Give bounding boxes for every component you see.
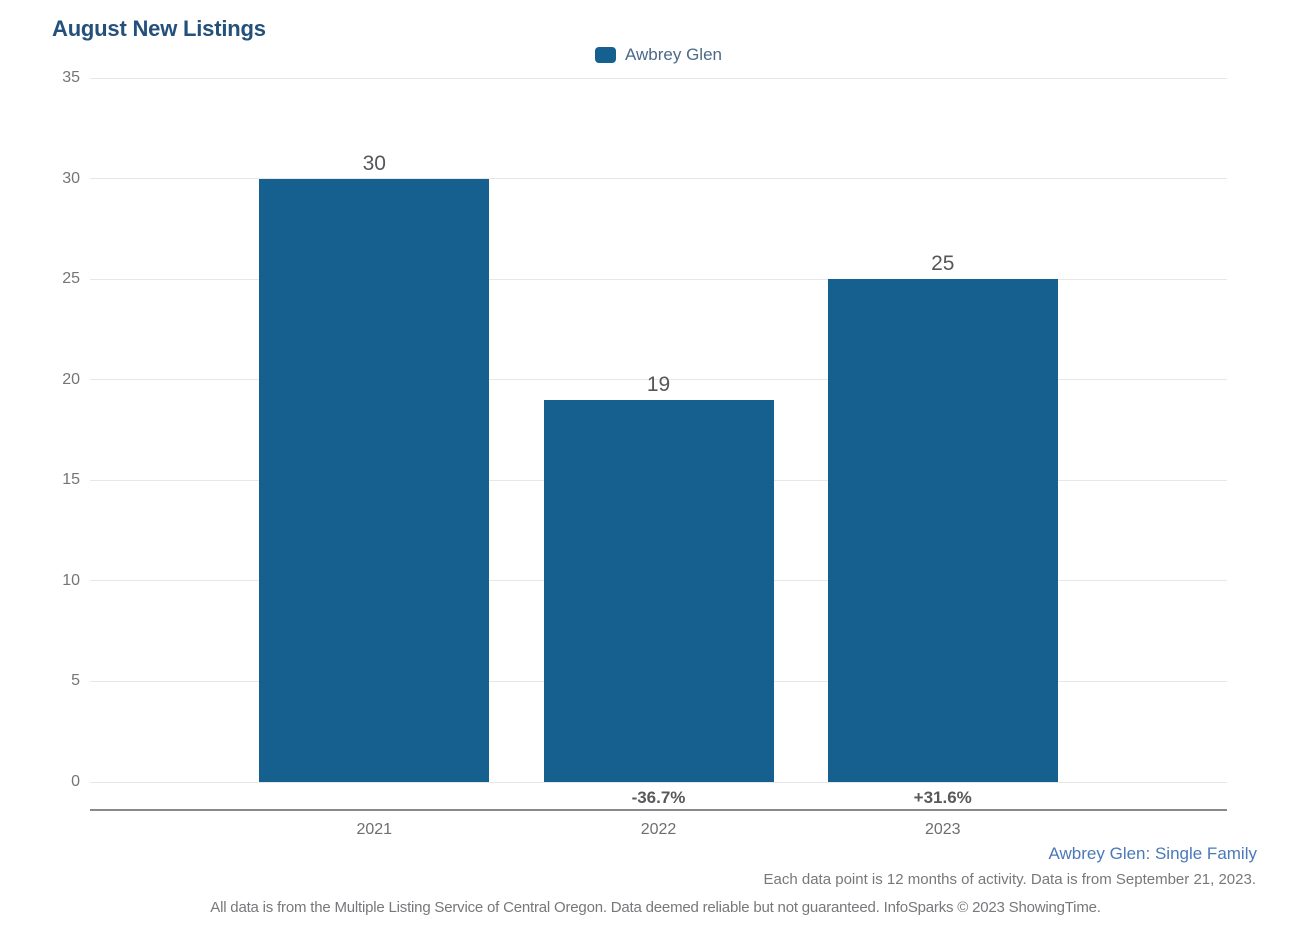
gridline-y-20 — [90, 379, 1227, 381]
bar-value-label-2023: 25 — [931, 252, 955, 276]
pct-change-row: -36.7% +31.6% — [90, 788, 1227, 808]
gridline-y-30 — [90, 178, 1227, 180]
footer-series-note: Awbrey Glen: Single Family — [1048, 844, 1258, 863]
x-axis: 2021 2022 2023 — [90, 821, 1227, 841]
chart-title: August New Listings — [52, 16, 266, 41]
footer-data-note: Each data point is 12 months of activity… — [763, 871, 1256, 888]
bar-value-label-2022: 19 — [646, 372, 671, 396]
pct-change-label-2023: +31.6% — [913, 788, 972, 807]
legend: Awbrey Glen — [90, 45, 1227, 65]
legend-swatch-icon — [594, 47, 616, 63]
footer-attribution: All data is from the Multiple Listing Se… — [210, 899, 1101, 916]
bar-2021[interactable] — [259, 178, 490, 782]
legend-label: Awbrey Glen — [624, 45, 722, 64]
pct-change-label-2022: -36.7% — [631, 788, 686, 807]
y-tick-label-0: 0 — [71, 773, 80, 790]
y-tick-label-15: 15 — [62, 471, 80, 489]
bar-value-label-2021: 30 — [362, 151, 386, 175]
gridline-y-0 — [90, 781, 1227, 783]
y-tick-label-25: 25 — [62, 270, 80, 288]
x-tick-label-2023: 2023 — [924, 821, 961, 838]
y-tick-label-35: 35 — [62, 69, 80, 86]
bar-2022[interactable] — [543, 399, 774, 782]
gridline-y-35 — [90, 77, 1227, 79]
x-axis-line — [90, 809, 1227, 811]
gridline-y-25 — [90, 278, 1227, 280]
legend-item-awbrey-glen[interactable]: Awbrey Glen — [594, 45, 722, 65]
y-tick-label-5: 5 — [71, 672, 80, 690]
plot-area: 30 19 25 — [90, 77, 1227, 783]
y-tick-label-30: 30 — [62, 169, 80, 187]
y-tick-label-10: 10 — [62, 571, 80, 589]
x-tick-label-2021: 2021 — [356, 821, 393, 838]
bar-2023[interactable] — [827, 279, 1058, 782]
y-tick-label-20: 20 — [62, 370, 80, 388]
x-tick-label-2022: 2022 — [640, 821, 677, 838]
